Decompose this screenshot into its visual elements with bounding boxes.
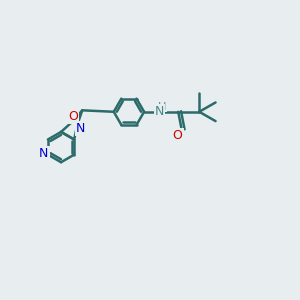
Text: H: H [158,101,166,112]
Text: N: N [154,105,164,118]
Text: O: O [68,110,78,123]
Text: O: O [173,129,183,142]
Text: N: N [39,147,49,160]
Text: N: N [76,122,85,135]
